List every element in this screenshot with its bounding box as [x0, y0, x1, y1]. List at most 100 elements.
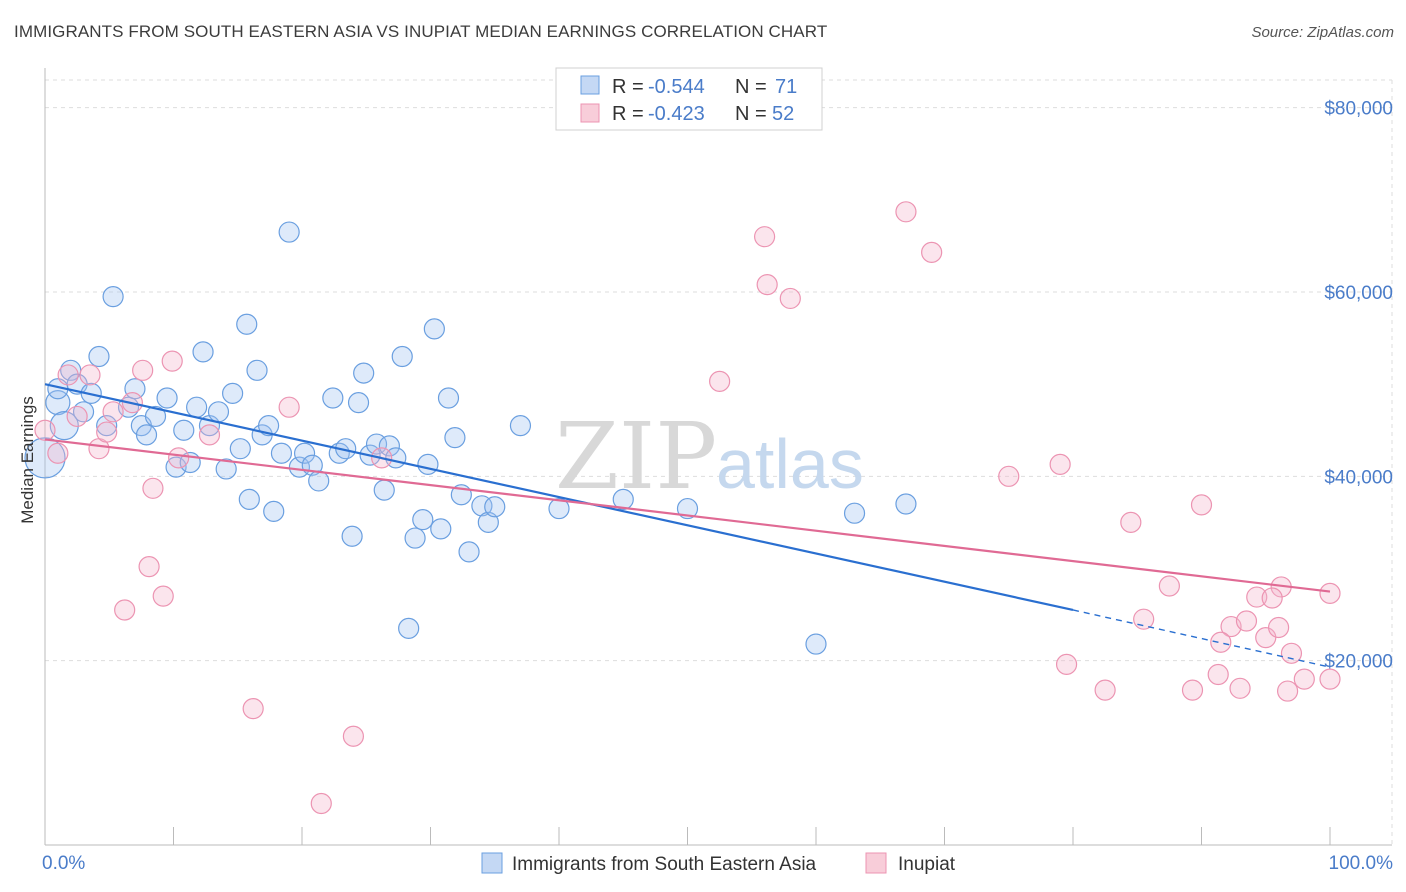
- pink-point-32: [1120, 511, 1142, 534]
- pink-point-34: [1158, 575, 1180, 597]
- pink-point-8: [114, 599, 136, 621]
- blue-point-25: [229, 438, 251, 460]
- blue-point-30: [257, 415, 280, 437]
- blue-point-63: [509, 415, 532, 437]
- legend-r-label-blue: R =: [612, 76, 644, 98]
- y-tick-labels: $20,000 $40,000 $60,000 $80,000: [1324, 99, 1393, 673]
- source-credit: Source: ZipAtlas.com: [1251, 24, 1394, 41]
- pink-point-39: [1229, 677, 1251, 699]
- blue-point-33: [278, 221, 300, 243]
- pink-point-12: [142, 477, 164, 499]
- x-tick-label-0: 0.0%: [42, 853, 85, 874]
- legend-n-label-blue: N =: [735, 76, 767, 98]
- blue-point-14: [144, 405, 167, 428]
- pink-point-51: [1210, 631, 1232, 653]
- blue-point-20: [192, 341, 214, 363]
- bottom-legend-label-blue: Immigrants from South Eastern Asia: [512, 854, 817, 875]
- blue-point-68: [612, 488, 634, 510]
- watermark-atlas: atlas: [716, 425, 864, 503]
- blue-point-69: [548, 497, 570, 520]
- pink-point-40: [1235, 610, 1258, 632]
- blue-point-27: [238, 488, 260, 510]
- blue-point-47: [378, 435, 400, 457]
- legend-n-value-pink: 52: [772, 103, 794, 125]
- trend-line-blue: [44, 383, 1074, 612]
- pink-point-45: [1276, 680, 1299, 702]
- pink-point-27: [921, 241, 943, 263]
- blue-point-38: [322, 387, 344, 409]
- x-tick-labels: 0.0% 100.0%: [42, 853, 1393, 874]
- pink-point-0: [34, 419, 56, 441]
- blue-point-55: [430, 518, 452, 540]
- blue-point-53: [417, 453, 439, 475]
- pink-point-15: [168, 447, 190, 469]
- pink-point-43: [1267, 616, 1290, 639]
- watermark: ZIP atlas: [555, 403, 864, 510]
- pink-point-41: [1246, 586, 1268, 608]
- blue-point-43: [353, 362, 375, 384]
- pink-point-29: [1049, 453, 1071, 475]
- pink-point-31: [1094, 679, 1116, 701]
- blue-point-66: [895, 493, 917, 515]
- pink-point-20: [342, 725, 364, 747]
- pink-point-37: [1207, 663, 1229, 686]
- blue-point-23: [215, 458, 237, 480]
- pink-point-30: [1055, 653, 1078, 675]
- legend-box: [555, 67, 823, 131]
- trend-lines: [44, 383, 1331, 668]
- pink-point-26: [895, 201, 917, 223]
- blue-point-52: [412, 509, 434, 531]
- legend-r-label-pink: R =: [612, 103, 644, 125]
- pink-point-50: [1261, 587, 1283, 609]
- pink-point-19: [310, 792, 332, 815]
- blue-point-35: [293, 442, 316, 464]
- pink-point-11: [138, 556, 160, 578]
- pink-point-13: [152, 585, 174, 607]
- blue-point-31: [263, 500, 285, 522]
- blue-point-56: [437, 387, 460, 409]
- bottom-legend: Immigrants from South Eastern Asia Inupi…: [481, 852, 956, 875]
- legend: R = -0.544 N = 71 R = -0.423 N = 52: [555, 67, 823, 131]
- legend-n-value-blue: 71: [775, 76, 797, 98]
- blue-point-19: [186, 396, 208, 418]
- chart-title: IMMIGRANTS FROM SOUTH EASTERN ASIA VS IN…: [14, 22, 828, 41]
- legend-r-value-blue: -0.544: [648, 76, 705, 98]
- blue-point-51: [404, 527, 426, 549]
- pink-point-36: [1190, 494, 1213, 516]
- pink-point-18: [278, 396, 300, 418]
- blue-point-28: [246, 359, 268, 381]
- bottom-legend-swatch-pink: [865, 852, 887, 874]
- bottom-legend-swatch-blue: [481, 852, 503, 874]
- bottom-legend-label-pink: Inupiat: [898, 854, 956, 875]
- blue-point-62: [484, 496, 506, 518]
- trend-line-blue-extension: [1072, 609, 1331, 668]
- pink-point-3: [66, 405, 88, 428]
- blue-point-64: [676, 497, 699, 520]
- pink-point-48: [1319, 582, 1341, 604]
- blue-point-8: [96, 415, 118, 437]
- pink-point-2: [57, 364, 79, 386]
- blue-point-49: [391, 345, 413, 368]
- pink-point-4: [79, 364, 101, 386]
- blue-point-22: [207, 401, 230, 423]
- legend-swatch-pink: [580, 103, 600, 123]
- blue-point-26: [236, 313, 258, 335]
- pink-point-10: [132, 359, 154, 381]
- watermark-zip: ZIP: [555, 403, 717, 510]
- blue-point-7: [88, 345, 110, 368]
- y-tick-label-0: $20,000: [1324, 652, 1393, 673]
- pink-point-46: [1280, 642, 1303, 664]
- pink-point-16: [198, 424, 221, 446]
- x-tick-label-1: 100.0%: [1329, 853, 1394, 874]
- blue-point-13: [135, 424, 158, 446]
- blue-point-65: [805, 633, 827, 655]
- blue-point-67: [843, 502, 866, 524]
- pink-point-7: [102, 401, 124, 423]
- blue-point-50: [398, 617, 420, 640]
- blue-point-17: [173, 419, 195, 441]
- pink-point-22: [709, 370, 731, 392]
- pink-point-23: [753, 226, 776, 248]
- blue-point-57: [444, 427, 466, 449]
- blue-point-2: [49, 411, 79, 441]
